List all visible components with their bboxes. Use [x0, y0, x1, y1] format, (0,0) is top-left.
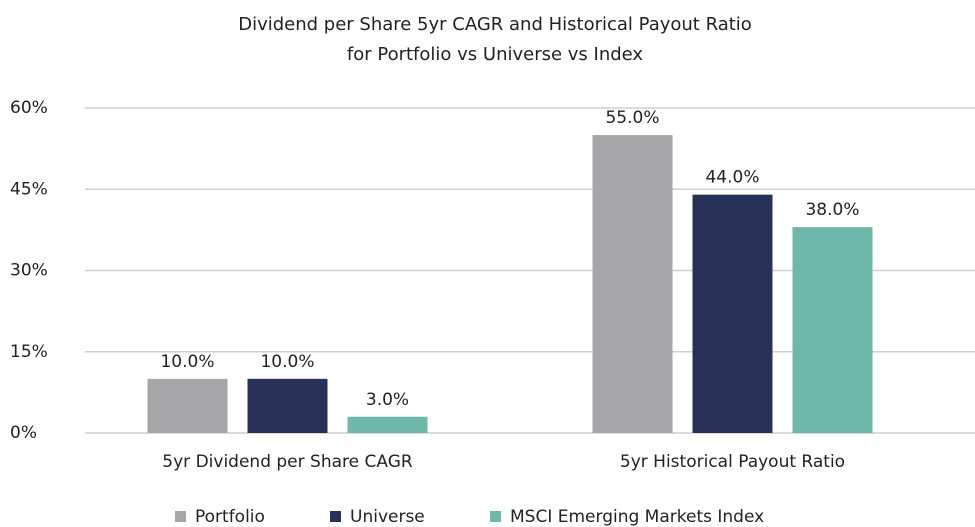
- y-tick-label: 0%: [10, 423, 37, 443]
- value-label: 3.0%: [366, 390, 409, 410]
- value-label: 10.0%: [160, 352, 214, 372]
- bar: [692, 194, 773, 433]
- value-label: 44.0%: [705, 168, 759, 188]
- bar: [347, 416, 428, 433]
- bar: [247, 378, 328, 433]
- bar: [592, 135, 673, 434]
- value-label: 10.0%: [260, 352, 314, 372]
- legend-swatch: [175, 511, 186, 522]
- chart-title: for Portfolio vs Universe vs Index: [347, 44, 644, 65]
- legend-label: MSCI Emerging Markets Index: [510, 507, 764, 527]
- legend-swatch: [490, 511, 501, 522]
- x-tick-label: 5yr Historical Payout Ratio: [620, 452, 845, 472]
- legend-label: Universe: [350, 507, 425, 527]
- bar: [792, 227, 873, 433]
- value-label: 38.0%: [805, 200, 859, 220]
- y-tick-label: 15%: [10, 342, 48, 362]
- chart-title: Dividend per Share 5yr CAGR and Historic…: [238, 14, 752, 35]
- legend-swatch: [330, 511, 341, 522]
- y-tick-label: 60%: [10, 98, 48, 118]
- y-tick-label: 30%: [10, 261, 48, 281]
- legend-label: Portfolio: [195, 507, 265, 527]
- y-tick-label: 45%: [10, 179, 48, 199]
- bar: [147, 378, 228, 433]
- x-tick-label: 5yr Dividend per Share CAGR: [162, 452, 413, 472]
- value-label: 55.0%: [605, 108, 659, 128]
